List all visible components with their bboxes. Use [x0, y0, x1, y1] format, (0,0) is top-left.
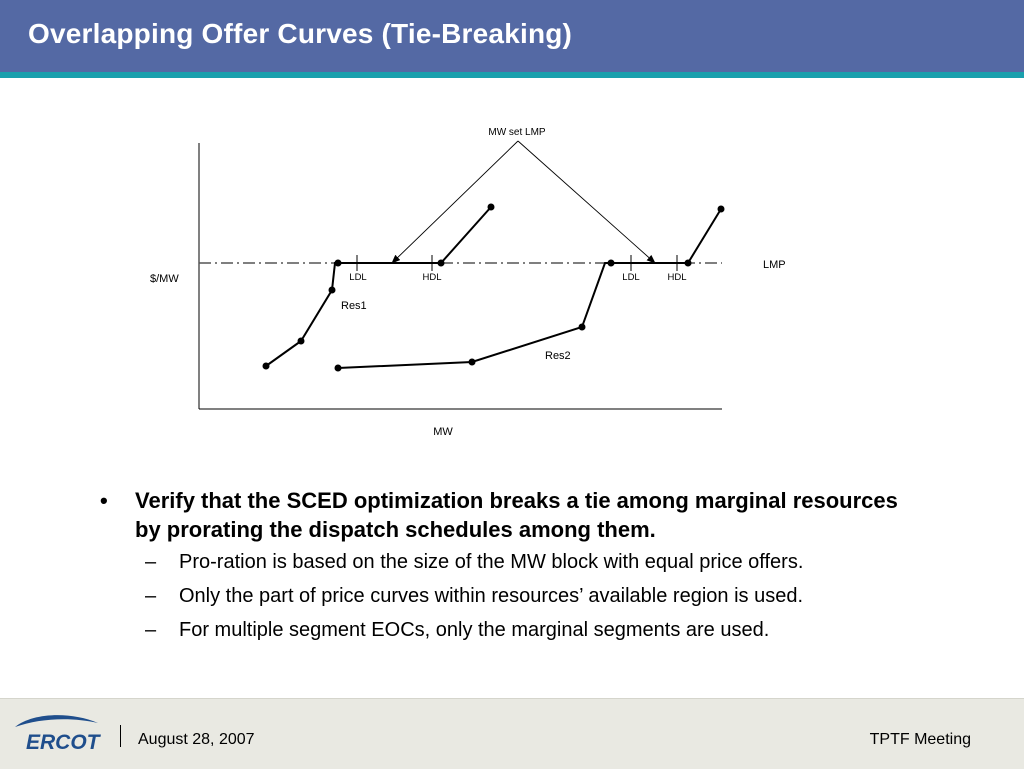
footer: ERCOT August 28, 2007 TPTF Meeting	[0, 698, 1024, 769]
sub-bullet-text: Only the part of price curves within res…	[179, 585, 804, 607]
bullet-marker: •	[100, 488, 108, 513]
main-bullet: • Verify that the SCED optimization brea…	[100, 486, 920, 544]
x-axis-label: MW	[433, 426, 453, 438]
sub-bullet-marker: –	[145, 619, 157, 641]
res1-ldl-label: LDL	[349, 272, 366, 283]
res2-points	[334, 205, 725, 372]
title-bar: Overlapping Offer Curves (Tie-Breaking)	[0, 0, 1024, 78]
footer-event: TPTF Meeting	[869, 731, 971, 748]
logo-text: ERCOT	[26, 731, 102, 754]
sub-bullet-marker: –	[145, 551, 157, 573]
main-bullet-text: Verify that the SCED optimization breaks…	[135, 488, 898, 542]
lmp-label: LMP	[763, 259, 786, 271]
res1-curve	[265, 206, 492, 367]
sub-bullet-text: For multiple segment EOCs, only the marg…	[179, 619, 770, 641]
res2-curve	[337, 208, 722, 369]
offer-curve-diagram: MW set LMP $/MW MW LMP LDL HDL LDL HDL R…	[150, 127, 786, 438]
sub-bullet: – Pro-ration is based on the size of the…	[145, 550, 920, 574]
res1-hdl-label: HDL	[422, 272, 441, 283]
res1-points	[262, 203, 495, 370]
limit-ticks	[356, 255, 678, 271]
res2-label: Res2	[545, 350, 571, 362]
bullet-list: • Verify that the SCED optimization brea…	[100, 486, 920, 652]
slide-title: Overlapping Offer Curves (Tie-Breaking)	[28, 18, 573, 49]
sub-bullet-text: Pro-ration is based on the size of the M…	[179, 551, 804, 573]
sub-bullet-marker: –	[145, 585, 157, 607]
res2-hdl-label: HDL	[667, 272, 686, 283]
footer-divider	[120, 725, 121, 747]
sub-bullet: – Only the part of price curves within r…	[145, 584, 920, 608]
annotation-label: MW set LMP	[488, 127, 546, 138]
y-axis-label: $/MW	[150, 273, 179, 285]
res1-label: Res1	[341, 300, 367, 312]
footer-date: August 28, 2007	[138, 731, 255, 748]
res2-ldl-label: LDL	[622, 272, 639, 283]
annotation-arrow-left	[391, 140, 519, 264]
annotation-arrow-right	[517, 140, 656, 264]
ercot-logo: ERCOT	[15, 715, 102, 754]
sub-bullet-list: – Pro-ration is based on the size of the…	[100, 550, 920, 642]
sub-bullet: – For multiple segment EOCs, only the ma…	[145, 618, 920, 642]
